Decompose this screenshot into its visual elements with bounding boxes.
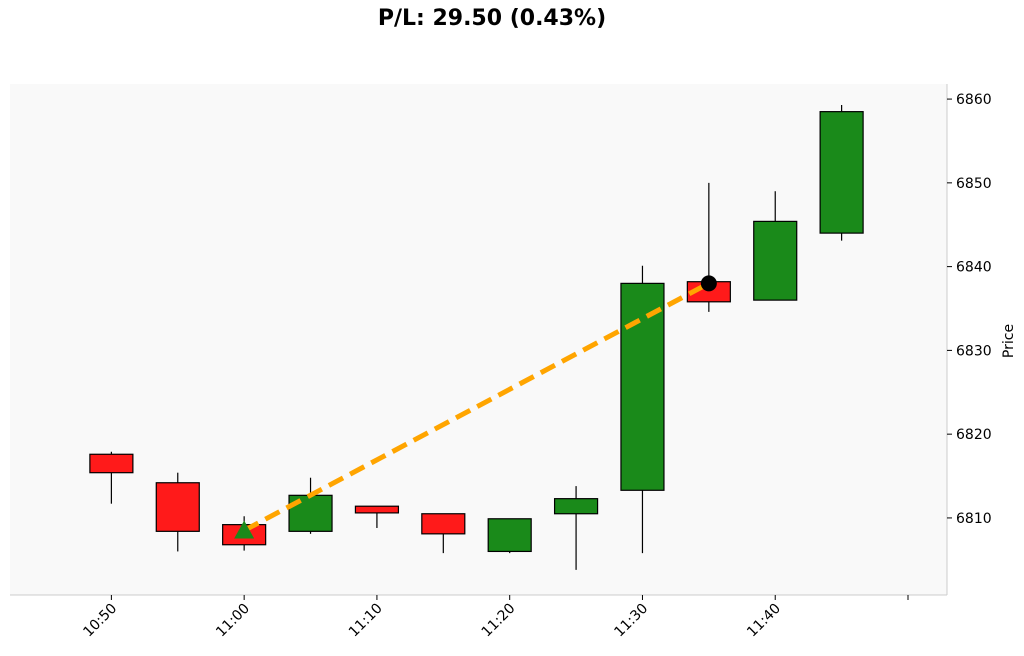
entry-marker xyxy=(234,520,255,539)
x-tick-label: 11:00 xyxy=(213,601,253,641)
y-tick-label: 6830 xyxy=(956,343,992,359)
plot-area xyxy=(10,84,947,595)
x-tick-label: 10:50 xyxy=(80,601,120,641)
y-axis-label: Price xyxy=(1001,324,1017,358)
candle-body-up xyxy=(819,111,864,234)
exit-marker xyxy=(700,275,717,292)
candle-body-up xyxy=(620,282,665,491)
candle-body-down xyxy=(421,513,466,535)
y-axis: 6810 6820 6830 6840 6850 6860 xyxy=(947,92,992,527)
x-axis: 10:50 11:00 11:10 11:20 11:30 11:40 xyxy=(80,595,909,641)
y-tick-label: 6860 xyxy=(956,92,992,108)
y-tick-label: 6840 xyxy=(956,260,992,276)
trade-line xyxy=(242,281,711,533)
x-tick-label: 11:30 xyxy=(611,601,651,641)
trade-layer xyxy=(234,275,717,539)
candle-body-down xyxy=(354,505,400,514)
y-tick-label: 6810 xyxy=(956,511,992,527)
x-tick-label: 11:40 xyxy=(744,601,784,641)
candles-layer xyxy=(89,104,864,570)
candle-body-down xyxy=(155,482,200,532)
x-tick-label: 11:20 xyxy=(479,601,519,641)
candle-body-up xyxy=(753,220,798,301)
candle-body-down xyxy=(89,453,134,474)
y-tick-label: 6820 xyxy=(956,427,992,443)
chart-title: P/L: 29.50 (0.43%) xyxy=(377,6,607,31)
y-tick-label: 6850 xyxy=(956,176,992,192)
x-tick-label: 11:10 xyxy=(346,601,386,641)
candle-body-up xyxy=(487,518,532,553)
candle-body-up xyxy=(553,498,599,515)
